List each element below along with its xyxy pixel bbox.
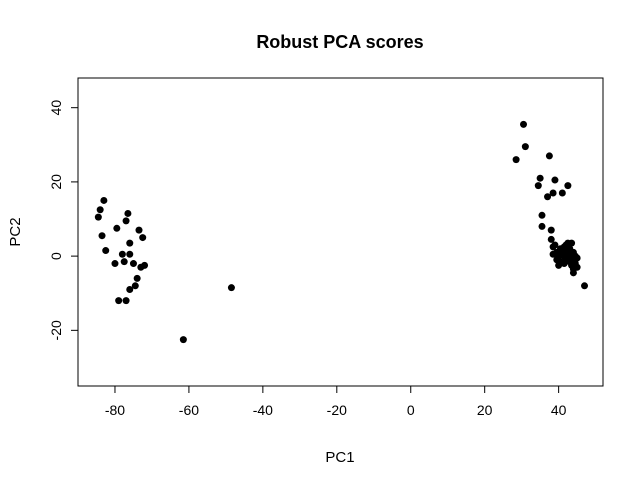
data-point: [547, 235, 555, 243]
data-point: [115, 297, 123, 305]
data-point: [124, 209, 132, 217]
data-point: [126, 286, 134, 294]
x-tick-label: 20: [477, 402, 493, 418]
data-point: [122, 217, 130, 225]
data-point: [547, 226, 555, 234]
data-point: [573, 254, 581, 262]
data-point: [120, 258, 128, 266]
x-axis: -80 -60 -40 -20 0 20 40: [105, 385, 567, 418]
data-point: [126, 250, 134, 258]
data-point: [131, 282, 139, 290]
data-point: [581, 282, 589, 290]
data-point: [571, 260, 579, 268]
x-tick-label: 40: [551, 402, 567, 418]
data-point: [569, 269, 577, 277]
y-axis: -20 0 20 40: [48, 100, 79, 340]
data-point: [520, 120, 528, 128]
data-point: [135, 226, 143, 234]
data-point: [564, 247, 572, 255]
data-point: [512, 156, 520, 164]
data-point: [129, 260, 137, 268]
y-tick-label: 20: [48, 174, 64, 190]
data-point: [549, 189, 557, 197]
data-point: [96, 206, 104, 214]
data-point: [94, 213, 102, 221]
data-point: [551, 176, 559, 184]
x-tick-label: 0: [407, 402, 415, 418]
data-point: [118, 250, 126, 258]
chart-title: Robust PCA scores: [256, 32, 423, 52]
data-point: [534, 182, 542, 190]
data-point: [133, 274, 141, 282]
data-point: [100, 196, 108, 204]
y-tick-label: 0: [48, 252, 64, 260]
y-tick-label: -20: [48, 320, 64, 340]
data-point: [521, 143, 529, 151]
data-point: [536, 174, 544, 182]
x-tick-label: -80: [105, 402, 125, 418]
data-point: [558, 189, 566, 197]
data-point: [98, 232, 106, 240]
x-tick-label: -20: [327, 402, 347, 418]
data-point: [113, 224, 121, 232]
data-point: [545, 152, 553, 160]
data-point: [538, 222, 546, 230]
points-layer: [94, 120, 589, 344]
data-point: [111, 260, 119, 268]
data-point: [141, 261, 149, 269]
x-tick-label: -60: [179, 402, 199, 418]
data-point: [179, 336, 187, 344]
data-point: [568, 239, 576, 247]
data-point: [538, 211, 546, 219]
data-point: [122, 297, 130, 305]
y-axis-label: PC2: [7, 217, 24, 246]
data-point: [139, 234, 147, 242]
x-tick-label: -40: [253, 402, 273, 418]
data-point: [126, 239, 134, 247]
x-axis-label: PC1: [325, 449, 354, 466]
data-point: [551, 241, 559, 249]
y-tick-label: 40: [48, 100, 64, 116]
data-point: [227, 284, 235, 292]
data-point: [544, 193, 552, 201]
data-point: [102, 247, 110, 255]
data-point: [564, 182, 572, 190]
data-point: [555, 261, 563, 269]
